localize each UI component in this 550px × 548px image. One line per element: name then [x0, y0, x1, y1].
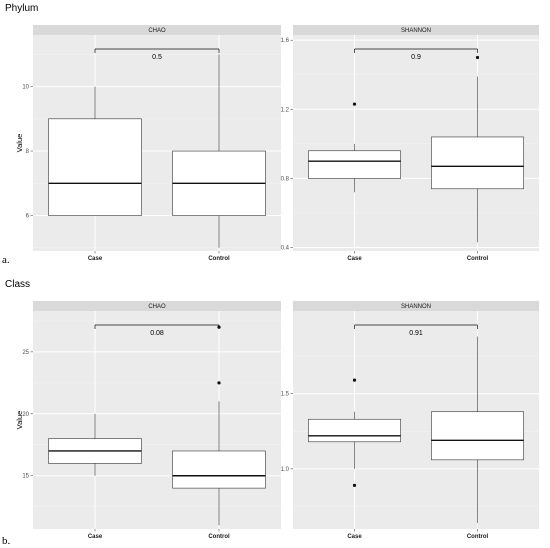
facet-strip — [293, 25, 539, 35]
x-tick-label: Control — [208, 534, 230, 540]
panel-shannon-1: SHANNON 0.4 0.8 1.2 1.6 Case Control 0.9 — [281, 25, 539, 262]
y-axis-label: Value — [15, 134, 24, 153]
outlier-point — [475, 55, 480, 60]
facet-strip — [33, 301, 281, 311]
facet-strip-label: SHANNON — [401, 304, 431, 310]
y-tick-label: 0.8 — [281, 176, 290, 182]
y-tick-label: 10 — [22, 85, 29, 91]
y-tick-label: 8 — [26, 149, 30, 155]
outlier-point — [352, 483, 357, 487]
box-case — [308, 150, 401, 179]
y-tick-label: 1.6 — [281, 38, 290, 44]
panel-shannon-3: SHANNON 1.0 1.5 Case Control 0.91 — [281, 301, 539, 540]
facet-strip — [293, 301, 539, 311]
facet-strip-label: CHAO — [148, 304, 166, 310]
facet-strip-label: SHANNON — [401, 28, 431, 34]
y-tick-label: 1.2 — [281, 107, 290, 113]
y-axis-label: Value — [15, 411, 24, 430]
box-control — [172, 450, 266, 489]
x-tick-label: Control — [208, 256, 230, 262]
section-title-class: Class — [5, 279, 30, 290]
pvalue-label: 0.08 — [150, 330, 164, 337]
y-tick-label: 1.0 — [281, 467, 290, 473]
facet-strip-label: CHAO — [148, 28, 166, 34]
x-tick-label: Control — [467, 534, 489, 540]
box-control — [431, 136, 524, 190]
outlier-point — [352, 102, 357, 106]
y-tick-label: 15 — [22, 474, 29, 480]
outlier-point — [352, 378, 357, 382]
box-case — [48, 118, 142, 216]
y-tick-label: 6 — [26, 214, 30, 220]
plot-background — [33, 311, 281, 529]
x-tick-label: Control — [467, 256, 489, 262]
x-tick-label: Case — [88, 534, 103, 540]
y-tick-label: 20 — [22, 412, 29, 418]
box-control — [431, 411, 524, 461]
pvalue-label: 0.5 — [152, 54, 162, 61]
pvalue-label: 0.9 — [411, 54, 421, 61]
section-letter-a: a. — [2, 254, 10, 266]
x-tick-label: Case — [88, 256, 103, 262]
outlier-point — [217, 381, 221, 385]
y-tick-label: 0.4 — [281, 246, 290, 252]
y-tick-label: 1.5 — [281, 392, 290, 398]
facet-strip — [33, 25, 281, 35]
pvalue-label: 0.91 — [409, 330, 423, 337]
box-case — [308, 418, 401, 443]
panel-chao-2: CHAO 15 20 25 Case Control 0.08 Value — [15, 301, 281, 540]
y-tick-label: 25 — [22, 350, 29, 356]
section-letter-b: b. — [2, 535, 11, 547]
panels-group: CHAO 6 8 10 Case Control 0.5 Value SHANNON 0.4 0.8… — [15, 25, 539, 540]
x-tick-label: Case — [347, 256, 362, 262]
x-tick-label: Case — [347, 534, 362, 540]
section-title-phylum: Phylum — [5, 3, 38, 14]
panel-chao-0: CHAO 6 8 10 Case Control 0.5 Value — [15, 25, 281, 262]
